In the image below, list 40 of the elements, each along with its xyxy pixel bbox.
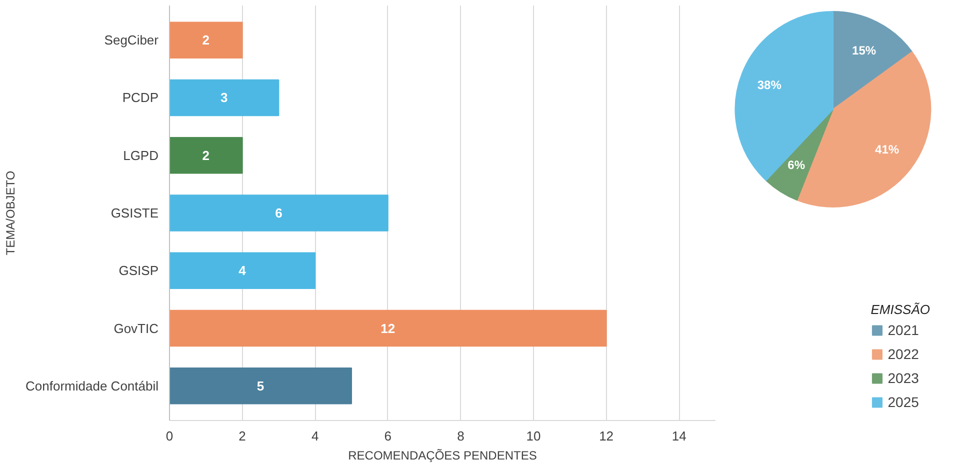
bar	[170, 310, 607, 347]
y-axis-title: TEMA/OBJETO	[4, 170, 18, 256]
y-tick-label: PCDP	[122, 90, 159, 106]
legend-label: 2021	[888, 322, 919, 338]
y-tick-label: SegCiber	[104, 32, 160, 48]
bar	[170, 79, 280, 116]
legend-label: 2023	[888, 370, 919, 386]
data-label: 41%	[875, 142, 900, 157]
bar	[170, 368, 352, 404]
bar	[170, 252, 316, 290]
bar	[170, 194, 388, 232]
data-label: 6%	[788, 158, 806, 172]
x-tick-label: 14	[672, 428, 686, 444]
y-tick-label: GovTIC	[114, 320, 159, 336]
data-label: 2	[202, 32, 210, 48]
data-label: 6	[275, 206, 282, 220]
legend-title: EMISSÃO	[870, 302, 930, 317]
data-label: 3	[220, 90, 228, 106]
data-label: 15%	[852, 43, 876, 58]
legend-label: 2025	[888, 394, 919, 410]
x-axis-title: RECOMENDAÇÕES PENDENTES	[348, 448, 537, 462]
x-tick-label: 2	[238, 428, 246, 444]
y-tick-label: Conformidade Contábil	[26, 378, 159, 394]
data-label: 4	[238, 263, 247, 278]
x-tick-label: 8	[457, 428, 464, 444]
y-tick-label: GSISTE	[110, 206, 159, 220]
x-tick-label: 10	[526, 428, 541, 444]
bar	[170, 22, 243, 58]
bar	[170, 136, 243, 174]
data-label: 38%	[757, 78, 782, 92]
data-label: 2	[202, 148, 210, 163]
data-label: 5	[256, 378, 264, 394]
x-tick-label: 4	[311, 428, 319, 444]
x-tick-label: 0	[166, 428, 174, 444]
x-tick-label: 12	[599, 428, 614, 444]
x-tick-label: 6	[384, 428, 392, 444]
legend-label: 2022	[888, 346, 919, 362]
y-tick-label: GSISP	[118, 263, 159, 278]
data-label: 12	[380, 320, 396, 336]
y-tick-label: LGPD	[123, 148, 159, 163]
